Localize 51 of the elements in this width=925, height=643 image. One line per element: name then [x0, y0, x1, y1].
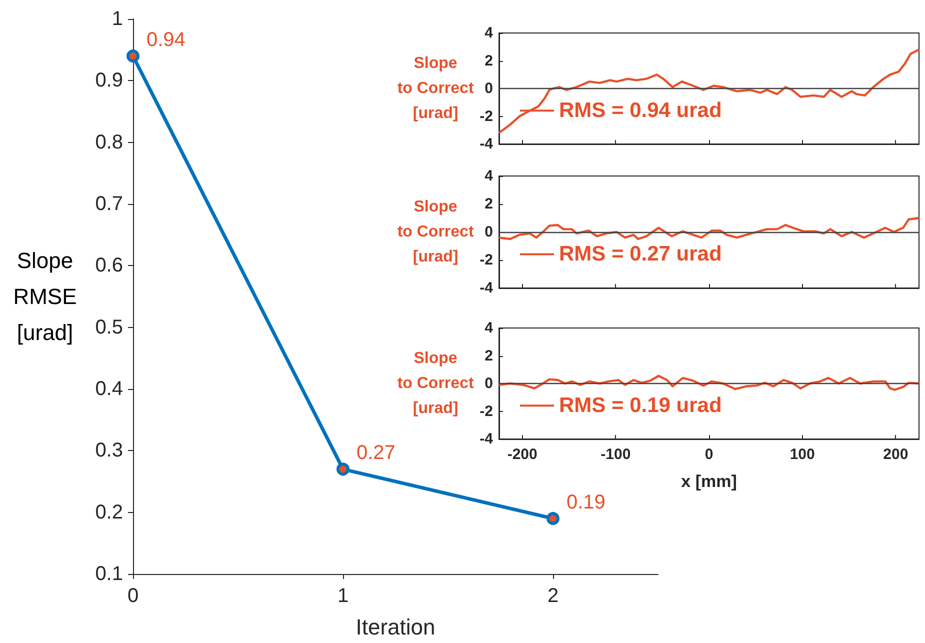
y-tick-label: 0.3	[95, 440, 123, 462]
line-series	[498, 216, 920, 240]
y-tick-label: -2	[480, 108, 493, 125]
x-tick-label: 100	[790, 446, 815, 463]
x-tick-label: 0	[127, 585, 139, 607]
y-axis-title: Slope to Correct [urad]	[397, 55, 474, 122]
y-tick-label: 4	[484, 168, 494, 184]
y-tick-label: 0.4	[95, 378, 123, 400]
y-tick-label: 0.5	[95, 316, 123, 338]
x-tick-label: 0	[704, 446, 714, 463]
y-axis-title: Slope RMSE [urad]	[13, 248, 77, 345]
x-tick-label: -100	[600, 446, 631, 463]
y-tick-label: -2	[480, 402, 493, 420]
data-label: 0.94	[146, 29, 186, 51]
x-tick-label: 1	[337, 585, 349, 607]
legend-label: RMS = 0.19 urad	[559, 394, 722, 418]
y-tick-label: 0.1	[95, 563, 123, 585]
y-tick-label: 0	[484, 375, 493, 392]
data-label: 0.19	[566, 492, 606, 514]
point	[126, 50, 140, 62]
y-tick-label: 0	[484, 80, 493, 97]
y-tick-label: 2	[484, 52, 493, 70]
y-axis-title: Slope to Correct [urad]	[397, 198, 474, 266]
y-tick-label: -2	[480, 252, 493, 268]
y-tick-label: 0.2	[95, 501, 123, 524]
y-axis-title: Slope to Correct [urad]	[397, 350, 474, 417]
y-tick-label: -4	[480, 136, 494, 152]
y-tick-label: 0.9	[95, 70, 123, 92]
line-series	[498, 48, 920, 134]
x-tick-label: 2	[547, 585, 559, 607]
data-label: 0.27	[356, 442, 396, 464]
point	[546, 512, 560, 525]
y-tick-label: 2	[484, 347, 493, 364]
y-tick-label: -4	[480, 430, 494, 448]
y-tick-label: 4	[484, 24, 494, 42]
x-tick-label: 200	[883, 446, 908, 463]
point	[336, 462, 350, 476]
legend-label: RMS = 0.27 urad	[559, 242, 722, 266]
x-axis-title: x [mm]	[681, 472, 737, 491]
y-tick-label: 1	[112, 8, 123, 30]
x-tick-label: -200	[507, 446, 538, 463]
y-tick-label: 0	[484, 224, 493, 240]
y-tick-label: -4	[480, 280, 494, 296]
x-axis-title: Iteration	[356, 614, 436, 640]
y-tick-label: 0.8	[95, 131, 123, 154]
line-series	[498, 374, 920, 391]
y-tick-label: 4	[484, 320, 494, 336]
y-tick-label: 0.6	[95, 254, 123, 277]
legend-label: RMS = 0.94 urad	[559, 99, 722, 122]
y-tick-label: 0.7	[95, 193, 123, 215]
y-tick-label: 2	[484, 196, 493, 212]
